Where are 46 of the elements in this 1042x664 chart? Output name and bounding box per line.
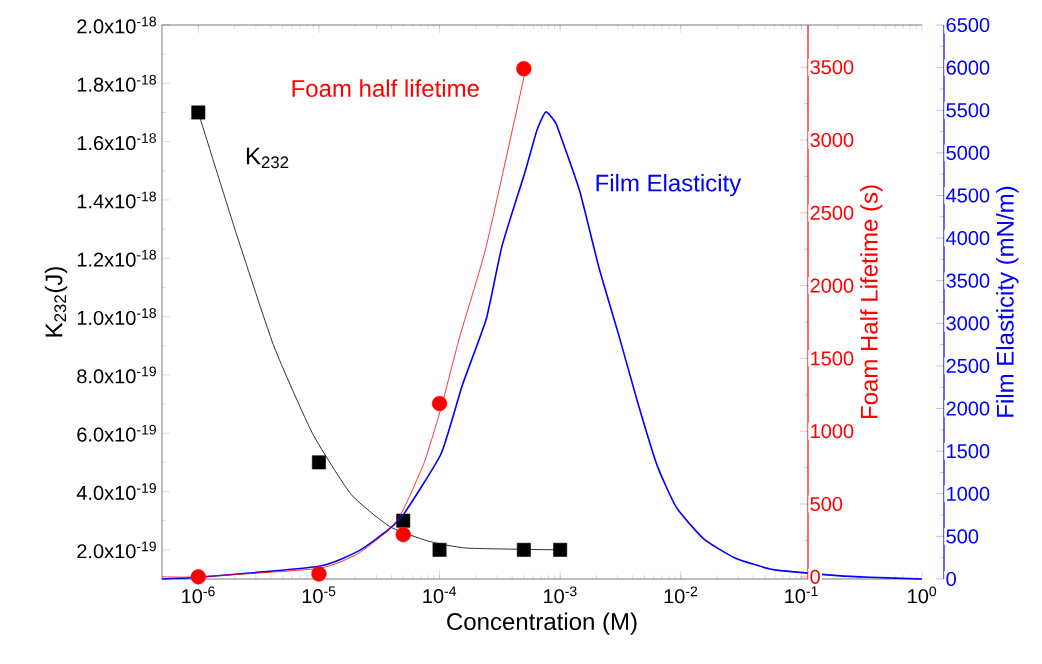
y3-tick-label: 3500 — [946, 273, 990, 288]
y-tick-label: 2.0x10$^{-19}$ — [77, 541, 156, 559]
x-tick-label: 10$^{-3}$ — [544, 586, 577, 604]
y-tick-label: 1.4x10$^{-18}$ — [77, 191, 156, 209]
y3-axis-title: Film Elasticity (mN/m) — [996, 186, 1019, 417]
x-tick-label: 10$^{-5}$ — [302, 586, 336, 604]
y2-tick-label: 3500 — [810, 60, 854, 75]
x-tick-label: 10$^{-1}$ — [785, 586, 818, 604]
x-tick-label: 10$^{0}$ — [908, 586, 937, 604]
y-tick-label: 8.0x10$^{-19}$ — [77, 366, 156, 384]
x-tick-label: 10$^{-6}$ — [182, 586, 215, 604]
y3-tick-label: 500 — [946, 529, 979, 544]
y-tick-label: 2.0x10$^{-18}$ — [77, 16, 156, 34]
y3-tick-label: 1500 — [947, 444, 990, 459]
x-tick-label: 10$^{-2}$ — [664, 586, 698, 604]
y2-tick-label: 0 — [810, 569, 820, 584]
y2-tick-label: 3000 — [810, 132, 854, 148]
y-tick-label: 6.0x10$^{-19}$ — [77, 424, 156, 442]
y3-tick-label: 2000 — [946, 401, 990, 416]
y3-tick-label: 1000 — [947, 486, 990, 501]
y2-axis-title: Foam Half Lifetime (s) — [860, 185, 883, 419]
y3-tick-label: 4000 — [946, 230, 990, 246]
y-tick-label: 1.6x10$^{-18}$ — [77, 133, 156, 151]
series-label: Foam half lifetime — [292, 79, 479, 97]
series-label: Film Elasticity — [596, 173, 742, 197]
y-axis-title: K$_{232}$(J) — [44, 267, 68, 337]
x-tick-label: 10$^{-4}$ — [423, 586, 457, 604]
y3-tick-label: 5000 — [946, 145, 990, 160]
y3-tick-label: 4500 — [946, 188, 990, 203]
y3-tick-label: 3000 — [946, 316, 990, 331]
y3-tick-label: 5500 — [946, 103, 990, 118]
y2-tick-label: 1500 — [811, 351, 854, 366]
y-tick-label: 1.8x10$^{-18}$ — [77, 74, 156, 92]
y3-tick-label: 2500 — [946, 358, 990, 373]
y2-tick-label: 1000 — [811, 424, 854, 439]
y3-tick-label: 6000 — [946, 60, 990, 75]
y2-tick-label: 500 — [810, 496, 843, 512]
x-axis-title: Concentration (M) — [447, 612, 637, 635]
y-tick-label: 4.0x10$^{-19}$ — [76, 483, 156, 500]
y2-tick-label: 2000 — [810, 278, 854, 293]
text: K$_{232}$ — [246, 147, 289, 169]
y3-tick-label: 0 — [946, 571, 956, 587]
y-tick-label: 1.0x10$^{-18}$ — [77, 308, 156, 326]
y2-tick-label: 2500 — [810, 205, 854, 220]
y3-tick-label: 6500 — [946, 17, 990, 33]
y-tick-label: 1.2x10$^{-18}$ — [77, 249, 156, 267]
